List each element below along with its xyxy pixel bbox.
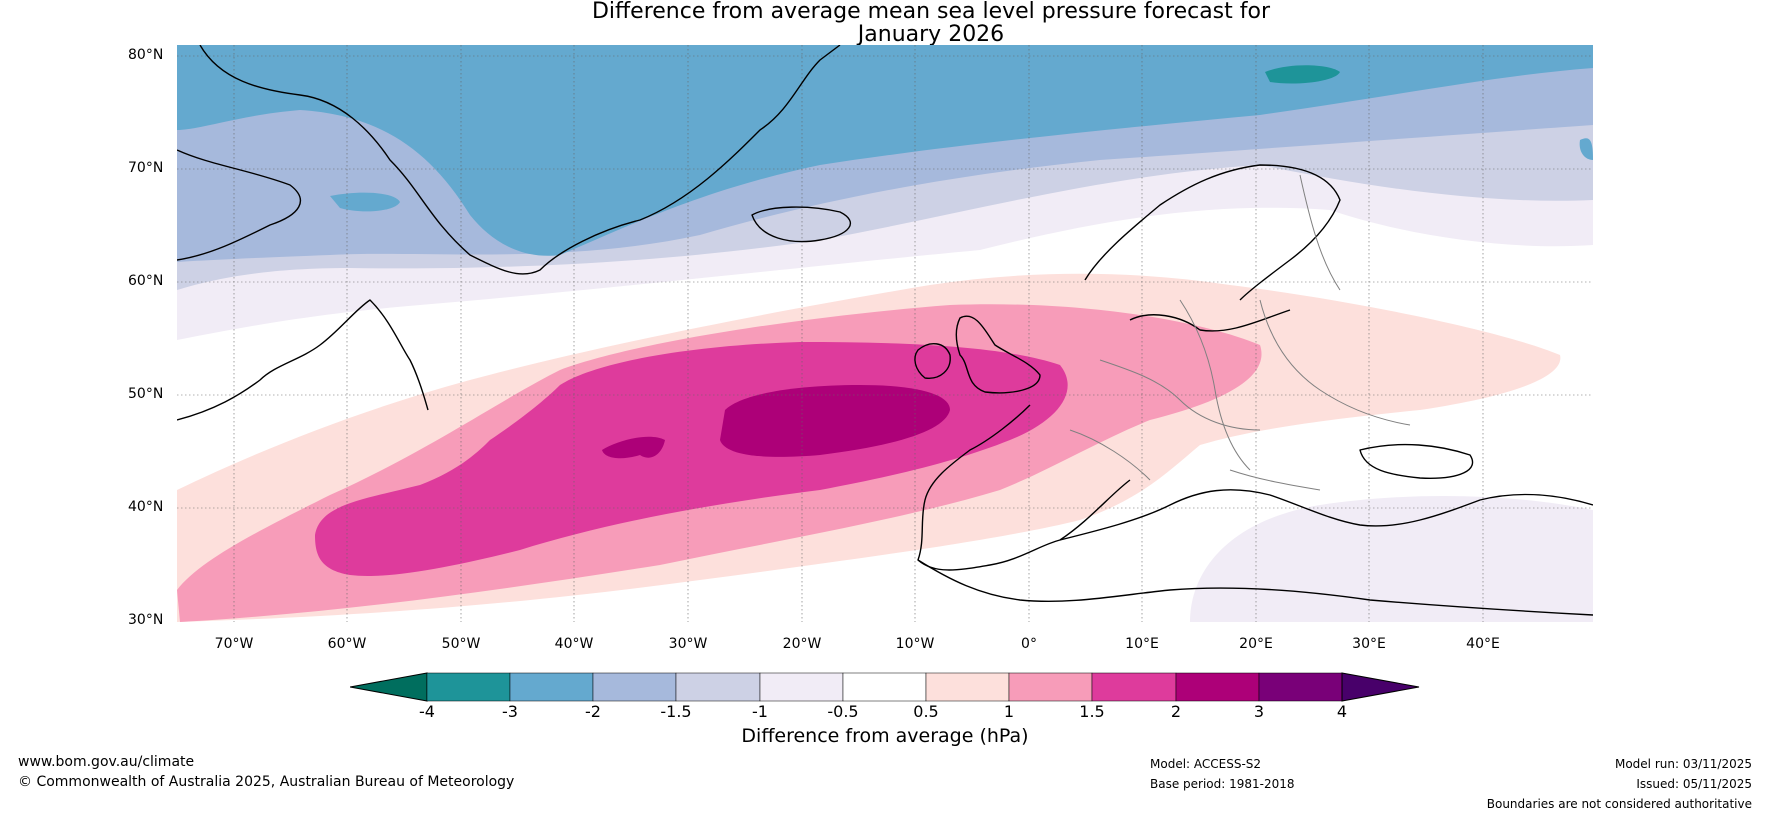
colorbar-tick: 2 <box>1170 702 1182 721</box>
coast-scandinavia <box>1084 164 1341 301</box>
contour-blob-pos-2-b <box>602 436 665 459</box>
contour-band-neg-2 <box>177 45 1593 256</box>
lon-label-30e: 30°E <box>1352 636 1386 652</box>
coast-north-africa <box>917 559 1593 616</box>
colorbar-tick: 0.5 <box>913 702 939 721</box>
footer-issued: Issued: 05/11/2025 <box>1636 777 1752 791</box>
lon-label-50w: 50°W <box>441 636 481 652</box>
colorbar-cell-8 <box>1091 672 1177 702</box>
footer-base-period: Base period: 1981-2018 <box>1150 777 1295 791</box>
colorbar-tick: -1 <box>752 702 768 721</box>
colorbar-cell-3 <box>675 672 761 702</box>
colorbar-tick: 1.5 <box>1079 702 1105 721</box>
lon-label-60w: 60°W <box>327 636 367 652</box>
lon-label-10w: 10°W <box>895 636 935 652</box>
colorbar-cell-7 <box>1008 672 1093 702</box>
colorbar-tick: -1.5 <box>660 702 692 721</box>
colorbar-tick: -3 <box>502 702 518 721</box>
coast-iceland <box>751 206 852 243</box>
colorbar-cell-1 <box>509 672 594 702</box>
coast-canada-arctic <box>177 149 302 261</box>
lat-label-80n: 80°N <box>128 47 164 63</box>
title-line-1: Difference from average mean sea level p… <box>591 0 1271 24</box>
title-line-2: January 2026 <box>857 22 1005 47</box>
footer-copyright: © Commonwealth of Australia 2025, Austra… <box>18 774 515 790</box>
colorbar-tick: -4 <box>419 702 435 721</box>
colorbar-cell-6 <box>925 672 1010 702</box>
footer-model-run: Model run: 03/11/2025 <box>1614 757 1752 771</box>
colorbar-tick: 1 <box>1003 702 1015 721</box>
map-title: Difference from average mean sea level p… <box>0 0 1770 46</box>
colorbar-cell-5 <box>842 672 927 702</box>
coast-baltic <box>1129 309 1291 332</box>
lon-label-20e: 20°E <box>1239 636 1273 652</box>
colorbar-tick: 3 <box>1253 702 1265 721</box>
lon-label-40w: 40°W <box>554 636 594 652</box>
coast-ireland <box>914 343 951 379</box>
colorbar-label: Difference from average (hPa) <box>741 725 1029 747</box>
colorbar-cell-9 <box>1175 672 1260 702</box>
coast-black-sea <box>1359 443 1474 479</box>
footer-disclaimer: Boundaries are not considered authoritat… <box>1486 797 1752 811</box>
colorbar-cell-0 <box>426 672 511 702</box>
lat-label-60n: 60°N <box>128 273 164 289</box>
coastlines <box>177 45 1593 616</box>
colorbar-cell-4 <box>759 672 844 702</box>
lon-label-40e: 40°E <box>1466 636 1500 652</box>
colorbar <box>350 672 1420 702</box>
footer-model: Model: ACCESS-S2 <box>1150 757 1262 771</box>
lon-label-70w: 70°W <box>214 636 254 652</box>
colorbar-tick: -2 <box>585 702 601 721</box>
coast-britain <box>955 315 1041 394</box>
colorbar-tick: -0.5 <box>827 702 859 721</box>
coast-mediterranean <box>1059 489 1593 541</box>
colorbar-cell-10 <box>1258 672 1343 702</box>
colorbar-tick: 4 <box>1336 702 1348 721</box>
lon-label-0: 0° <box>1021 636 1037 652</box>
contour-blob-pos-2 <box>720 385 950 457</box>
footer-website[interactable]: www.bom.gov.au/climate <box>18 754 195 770</box>
contour-blob-neg-2-b <box>1579 138 1593 160</box>
colorbar-extend-low <box>350 672 428 702</box>
graticule <box>177 45 1593 622</box>
lon-label-10e: 10°E <box>1125 636 1159 652</box>
pressure-map <box>177 45 1593 622</box>
lat-label-50n: 50°N <box>128 386 164 402</box>
lon-label-20w: 20°W <box>782 636 822 652</box>
country-borders <box>1069 174 1411 491</box>
map-panel: 80°N 70°N 60°N 50°N 40°N 30°N 70°W 60°W … <box>128 45 1593 652</box>
colorbar-cell-2 <box>592 672 677 702</box>
coast-labrador <box>177 299 429 421</box>
colorbar-extend-high <box>1341 672 1420 702</box>
coast-greenland <box>199 45 841 275</box>
contour-blob-neg-3 <box>1265 65 1340 84</box>
lat-label-40n: 40°N <box>128 499 164 515</box>
lon-label-30w: 30°W <box>668 636 708 652</box>
contour-blob-neg-2-a <box>330 192 400 212</box>
lat-label-30n: 30°N <box>128 612 164 628</box>
lat-label-70n: 70°N <box>128 160 164 176</box>
